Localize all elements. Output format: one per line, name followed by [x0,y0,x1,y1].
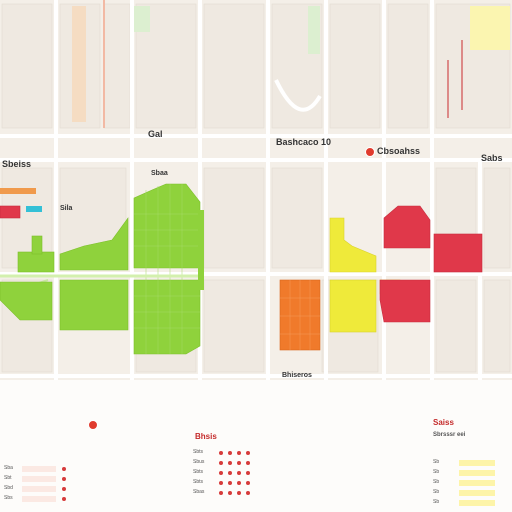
green-edge-strip [198,210,204,290]
legend-footer: Sba Sbt Sbd Sbs Bhsis Sbts Sbus Sbts Sbts Sbas … [0,380,512,512]
legend-dot [219,491,223,495]
legend-row: Sbts [193,469,250,476]
panel-center-title: Bhsis [195,432,217,441]
legend-row-label: Sbts [193,469,204,475]
legend-row: Sb [433,469,495,476]
park-right [308,6,320,54]
legend-dot [237,471,241,475]
legend-row-label: Sbs [4,495,13,501]
label-right-marker: Cbsoahss [377,146,421,156]
legend-row: Sb [433,499,495,506]
legend-row: Sbus [193,459,250,466]
legend-dot [246,471,250,475]
legend-dot [246,491,250,495]
highlight-strip [72,6,86,122]
label-top-center: Bashcaco 10 [276,137,332,147]
legend-dot [219,461,223,465]
legend-dot [228,451,232,455]
legend-dot [246,451,250,455]
legend-row-label: Sbd [4,485,13,491]
legend-dot [219,471,223,475]
legend-row-bar [22,476,56,482]
legend-dot [246,481,250,485]
legend-row-label: Sb [433,479,440,485]
panel-left-pin [88,420,98,430]
park-top [134,6,150,32]
panel-center: Bhsis Sbts Sbus Sbts Sbts Sbas [185,380,365,512]
legend-row-bar [459,460,495,466]
legend-dot [62,497,66,501]
legend-dot [219,481,223,485]
legend-row-label: Sbas [193,489,205,495]
legend-row: Sb [433,459,495,466]
legend-row-label: Sb [433,469,440,475]
legend-row-bar [459,470,495,476]
label-small-left: Sila [60,205,73,212]
label-left: Sbeiss [2,159,32,169]
map-svg [0,0,512,380]
legend-row-label: Sb [433,499,440,505]
legend-dot [237,461,241,465]
legend-dot [228,461,232,465]
legend-row: Sb [433,489,495,496]
label-mid-small: Sbaa [151,170,168,177]
red-zone [0,205,483,323]
label-bottom-street: Bhiseros [282,372,312,379]
legend-row: Sbt [4,475,66,482]
legend-dot [228,471,232,475]
legend-dot [62,477,66,481]
legend-row-bar [459,490,495,496]
street-grid [0,0,512,380]
legend-row-label: Sbus [193,459,205,465]
green-zone [0,183,201,355]
curved-road [274,79,322,112]
legend-row-label: Sba [4,465,13,471]
legend-row: Sb [433,479,495,486]
legend-dot [237,491,241,495]
legend-dot [228,491,232,495]
legend-dot [237,451,241,455]
legend-row-label: Sbts [193,479,204,485]
legend-row: Sbts [193,449,250,456]
legend-row-label: Sbt [4,475,12,481]
legend-row-bar [22,496,56,502]
legend-row-bar [22,486,56,492]
panel-right-subtitle: Sbrsssr eei [433,432,466,438]
legend-dot [62,467,66,471]
label-gal: Gal [148,129,163,139]
legend-dot [219,451,223,455]
yellow-block-topright [470,6,510,50]
orange-grid [280,280,320,350]
legend-dot [228,481,232,485]
label-far-right: Sabs [481,153,503,163]
legend-row: Sba [4,465,66,472]
legend-row: Sbas [193,489,250,496]
panel-right-title: Saiss [433,418,454,427]
legend-row: Sbts [193,479,250,486]
legend-row-bar [459,500,495,506]
legend-row-label: Sbts [193,449,204,455]
legend-row-bar [459,480,495,486]
legend-dot [62,487,66,491]
orange-marker [0,188,36,194]
panel-right: Saiss Sbrsssr eei Sb Sb Sb Sb Sb [425,380,512,512]
legend-dot [246,461,250,465]
legend-row-label: Sb [433,459,440,465]
legend-row: Sbd [4,485,66,492]
legend-row-bar [22,466,56,472]
green-zone-grid [134,184,200,354]
panel-left: Sba Sbt Sbd Sbs [0,380,130,512]
legend-dot [237,481,241,485]
legend-row: Sbs [4,495,66,502]
cyan-marker [26,206,42,212]
yellow-zone [329,217,401,333]
legend-row-label: Sb [433,489,440,495]
location-pin[interactable] [365,147,375,157]
